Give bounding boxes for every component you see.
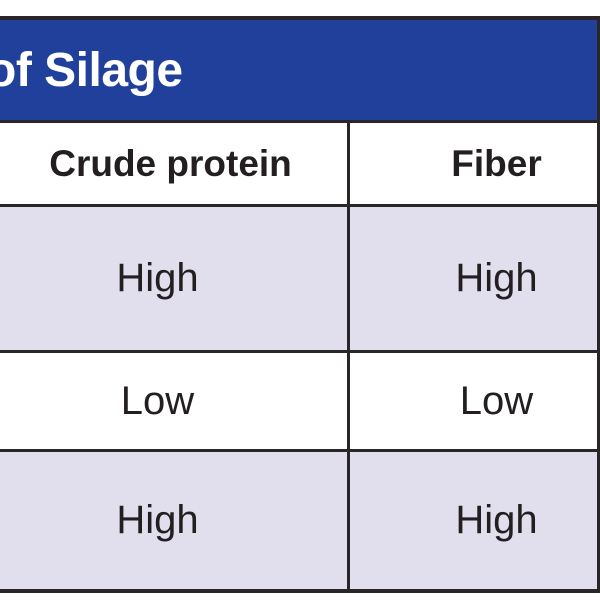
cell-fiber: High	[350, 452, 597, 589]
column-header-crude-protein: Crude protein	[49, 142, 292, 184]
cell-fiber: Low	[350, 353, 597, 449]
table-title: of Silage	[0, 43, 183, 97]
cell-crude-protein: Low	[0, 353, 347, 449]
table-bottom-rule	[0, 589, 600, 593]
cell-fiber: High	[350, 207, 597, 350]
table-header-row: Crude protein Fiber	[0, 123, 600, 204]
rule-below-header-row	[0, 204, 600, 207]
column-divider-rule	[347, 123, 350, 589]
table-title-bar: of Silage	[0, 20, 597, 120]
rule-below-row-2	[0, 449, 600, 452]
table-row: High High	[0, 207, 600, 350]
cell-crude-protein: High	[0, 452, 347, 589]
cell-value: High	[116, 498, 199, 542]
table-top-rule	[0, 16, 600, 20]
cell-value: High	[455, 498, 538, 542]
column-header-fiber: Fiber	[451, 142, 542, 184]
rule-below-title-bar	[0, 120, 600, 123]
table-row: High High	[0, 452, 600, 589]
table-row: Low Low	[0, 353, 600, 449]
rule-below-row-1	[0, 350, 600, 353]
cell-crude-protein: High	[0, 207, 347, 350]
table-right-rule	[597, 16, 600, 593]
cell-value: Low	[459, 378, 534, 423]
cell-value: High	[455, 256, 538, 300]
cell-value: High	[116, 256, 199, 300]
cell-value: Low	[120, 378, 195, 423]
